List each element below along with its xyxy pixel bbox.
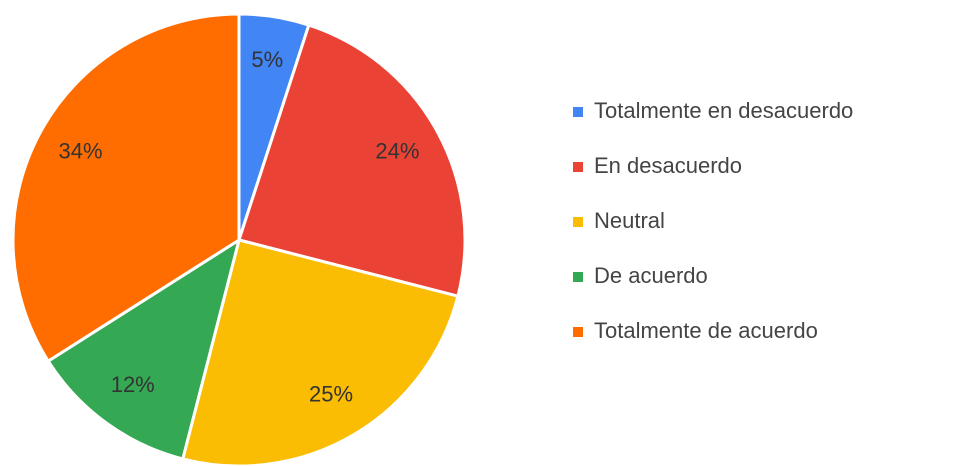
pie-slice	[237, 23, 467, 299]
legend-marker	[573, 217, 583, 227]
slice-label: 25%	[309, 381, 353, 406]
pie-slice	[180, 238, 460, 466]
legend-marker	[573, 327, 583, 337]
slice-label: 5%	[251, 47, 283, 72]
pie-slice	[11, 12, 241, 364]
pie-slice	[46, 236, 242, 461]
legend-marker	[573, 162, 583, 172]
legend-label: Totalmente de acuerdo	[594, 318, 818, 343]
legend-label: En desacuerdo	[594, 153, 742, 178]
legend-label: Totalmente en desacuerdo	[594, 98, 853, 123]
legend-marker	[573, 107, 583, 117]
legend-label: Neutral	[594, 208, 665, 233]
legend-marker	[573, 272, 583, 282]
slice-label: 24%	[375, 139, 419, 164]
legend-label: De acuerdo	[594, 263, 708, 288]
slice-label: 34%	[59, 139, 103, 164]
slice-label: 12%	[111, 372, 155, 397]
